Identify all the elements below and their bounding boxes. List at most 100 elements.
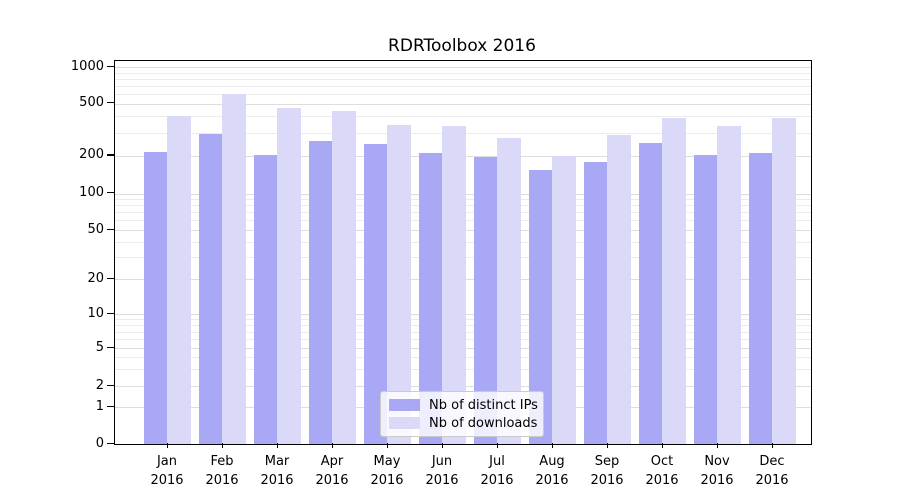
x-tick-month: Oct — [650, 454, 674, 469]
bar-ips-mar — [253, 154, 277, 444]
x-tick-mark — [552, 443, 554, 448]
bar-ips-jun — [418, 153, 442, 444]
x-tick-mark — [332, 443, 334, 448]
y-tick-label: 5 — [95, 339, 104, 355]
legend-label-distinct-ips: Nb of distinct IPs — [429, 397, 538, 413]
x-tick-month: Apr — [320, 454, 344, 469]
bar-downloads-dec — [772, 118, 796, 444]
y-tick-label: 500 — [79, 95, 104, 110]
minor-gridline — [115, 85, 811, 87]
x-tick-label: May 2016 — [355, 452, 419, 490]
x-tick-label: Aug 2016 — [520, 452, 584, 490]
x-tick-label: Mar 2016 — [245, 452, 309, 490]
major-gridline — [115, 67, 811, 68]
x-tick-month: Nov — [704, 454, 730, 469]
x-tick-year: 2016 — [645, 473, 679, 488]
legend-label-downloads: Nb of downloads — [429, 415, 538, 431]
x-tick-year: 2016 — [755, 473, 789, 488]
x-tick-year: 2016 — [700, 473, 734, 488]
y-tick-mark — [107, 65, 114, 67]
bar-ips-sep — [583, 161, 607, 444]
x-tick-year: 2016 — [370, 473, 404, 488]
x-tick-label: Jun 2016 — [410, 452, 474, 490]
bar-downloads-jul — [497, 137, 521, 444]
bar-downloads-nov — [717, 126, 741, 444]
x-tick-month: Mar — [264, 454, 290, 469]
legend-swatch-distinct-ips — [389, 399, 420, 411]
minor-gridline — [115, 72, 811, 74]
x-tick-year: 2016 — [535, 473, 569, 488]
x-tick-mark — [772, 443, 774, 448]
x-tick-year: 2016 — [480, 473, 514, 488]
x-tick-mark — [497, 443, 499, 448]
bar-ips-apr — [308, 140, 332, 444]
x-tick-year: 2016 — [205, 473, 239, 488]
bar-downloads-may — [387, 124, 411, 444]
x-tick-label: Oct 2016 — [630, 452, 694, 490]
bar-ips-jul — [473, 157, 497, 444]
y-tick-label: 100 — [79, 185, 104, 201]
y-tick-mark — [107, 384, 114, 386]
y-tick-mark — [107, 442, 114, 444]
x-tick-mark — [167, 443, 169, 448]
x-tick-month: Aug — [539, 454, 565, 469]
x-tick-month: Sep — [594, 454, 620, 469]
legend-swatch-downloads — [389, 417, 420, 429]
x-tick-mark — [277, 443, 279, 448]
x-tick-month: Jan — [156, 454, 178, 469]
x-tick-year: 2016 — [425, 473, 459, 488]
bar-downloads-apr — [332, 110, 356, 444]
y-tick-mark — [107, 312, 114, 314]
x-tick-label: Apr 2016 — [300, 452, 364, 490]
x-tick-year: 2016 — [315, 473, 349, 488]
bar-ips-may — [363, 144, 387, 444]
bar-downloads-feb — [222, 93, 246, 444]
y-tick-label: 50 — [87, 221, 104, 237]
minor-gridline — [115, 78, 811, 80]
x-tick-year: 2016 — [590, 473, 624, 488]
x-tick-month: Jul — [489, 454, 505, 469]
bar-downloads-mar — [277, 107, 301, 444]
bar-downloads-aug — [552, 155, 576, 444]
x-tick-month: Dec — [759, 454, 785, 469]
y-tick-mark — [107, 154, 114, 156]
x-tick-year: 2016 — [150, 473, 184, 488]
y-tick-label: 1000 — [70, 58, 104, 74]
y-tick-label: 0 — [95, 435, 104, 451]
x-tick-mark — [717, 443, 719, 448]
x-tick-year: 2016 — [260, 473, 294, 488]
legend: Nb of distinct IPs Nb of downloads — [380, 391, 544, 437]
bar-downloads-jun — [442, 126, 466, 444]
bar-ips-nov — [693, 154, 717, 444]
plot-area — [114, 60, 812, 445]
y-tick-mark — [107, 228, 114, 230]
x-tick-label: Dec 2016 — [740, 452, 804, 490]
x-tick-label: Nov 2016 — [685, 452, 749, 490]
y-tick-mark — [107, 405, 114, 407]
x-tick-mark — [662, 443, 664, 448]
bar-ips-jan — [143, 151, 167, 444]
y-tick-label: 10 — [87, 305, 104, 321]
bar-ips-aug — [528, 169, 552, 444]
x-tick-mark — [387, 443, 389, 448]
y-tick-label: 20 — [87, 270, 104, 286]
y-tick-mark — [107, 346, 114, 348]
minor-gridline — [115, 116, 811, 118]
minor-gridline — [115, 93, 811, 95]
x-tick-mark — [222, 443, 224, 448]
x-tick-month: Jun — [431, 454, 453, 469]
bar-ips-oct — [638, 143, 662, 444]
legend-entry-distinct-ips: Nb of distinct IPs — [381, 398, 543, 413]
x-tick-label: Sep 2016 — [575, 452, 639, 490]
y-tick-mark — [107, 277, 114, 279]
bar-downloads-jan — [167, 115, 191, 444]
x-tick-label: Feb 2016 — [190, 452, 254, 490]
y-tick-mark — [107, 102, 114, 104]
x-tick-mark — [607, 443, 609, 448]
x-tick-mark — [442, 443, 444, 448]
x-tick-month: Feb — [210, 454, 234, 469]
bar-ips-dec — [748, 153, 772, 444]
x-tick-label: Jul 2016 — [465, 452, 529, 490]
y-tick-label: 2 — [95, 377, 104, 393]
